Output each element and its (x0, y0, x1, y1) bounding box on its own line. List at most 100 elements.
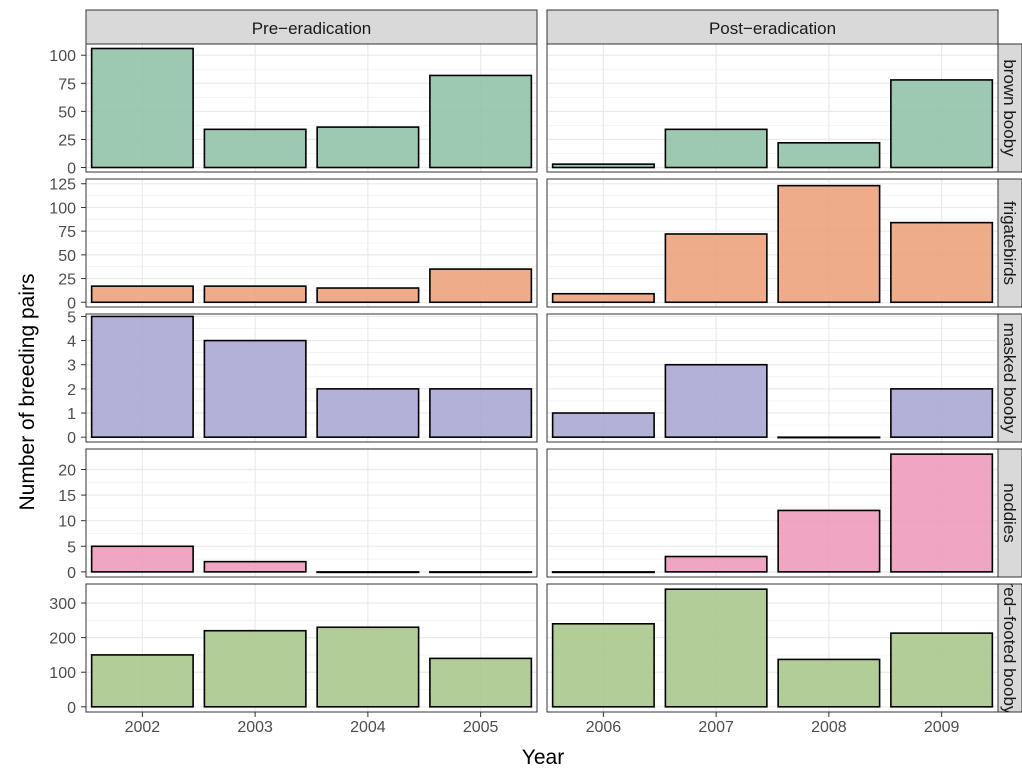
y-tick-label: 1 (67, 406, 76, 423)
facet-strip-label: Pre−eradication (252, 19, 372, 38)
y-tick-label: 100 (49, 200, 76, 217)
row-strip-label: brown booby (1000, 59, 1019, 157)
y-tick-label: 25 (58, 272, 76, 289)
panel-border (85, 583, 538, 713)
panel-border (546, 178, 999, 308)
bar-2003 (203, 285, 307, 304)
y-tick-label: 75 (58, 76, 76, 93)
bar-2009 (890, 221, 994, 304)
y-tick-label: 5 (67, 309, 76, 326)
panel-border (85, 313, 538, 443)
bar-2008 (777, 658, 881, 708)
y-tick-label: 0 (67, 295, 76, 312)
row-strip-label: frigatebirds (1000, 201, 1019, 285)
bar-2006 (551, 622, 655, 708)
bar-2003 (203, 339, 307, 438)
panel-4-1 (546, 583, 999, 713)
y-tick-label: 0 (67, 430, 76, 447)
panel-border (546, 448, 999, 578)
bar-2006 (551, 292, 655, 304)
bar-2005 (429, 657, 533, 708)
bar-2006 (551, 571, 655, 574)
y-tick-label: 2 (67, 382, 76, 399)
bar-2002 (90, 545, 194, 573)
panel-1-0 (85, 178, 538, 308)
bar-2002 (90, 315, 194, 438)
bar-2002 (90, 654, 194, 708)
row-strip-4: red−footed booby (997, 582, 1022, 715)
facet-strip-bg (85, 9, 538, 45)
panel-1-1 (546, 178, 999, 308)
panel-3-1 (546, 448, 999, 578)
panel-border (546, 43, 999, 173)
x-tick-label: 2004 (350, 719, 386, 736)
y-tick-label: 300 (49, 596, 76, 613)
bar-2006 (551, 163, 655, 169)
y-tick-label: 100 (49, 48, 76, 65)
x-tick-label: 2006 (586, 719, 622, 736)
row-strip-1: frigatebirds (997, 178, 1022, 308)
panel-2-0 (85, 313, 538, 443)
panel-4-0 (85, 583, 538, 713)
y-tick-label: 4 (67, 334, 76, 351)
facet-panels: Pre−eradication Post−eradication brown boo… (49, 9, 1022, 736)
bar-2009 (890, 388, 994, 438)
x-axis-title: Year (522, 746, 564, 769)
y-tick-label: 5 (67, 539, 76, 556)
bar-2005 (429, 74, 533, 169)
row-strip-label: noddies (1000, 483, 1019, 543)
y-tick-label: 0 (67, 700, 76, 717)
row-strip-label: masked booby (1000, 323, 1019, 434)
bar-2007 (664, 555, 768, 573)
bar-2005 (429, 571, 533, 574)
y-tick-label: 50 (58, 248, 76, 265)
y-tick-label: 0 (67, 161, 76, 178)
panel-border (546, 313, 999, 443)
bar-2003 (203, 629, 307, 708)
y-tick-label: 50 (58, 104, 76, 121)
panel-border (85, 43, 538, 173)
bar-2004 (316, 571, 420, 574)
bar-2002 (90, 285, 194, 304)
bar-2008 (777, 184, 881, 304)
panel-border (85, 448, 538, 578)
x-tick-label: 2003 (237, 719, 273, 736)
y-tick-label: 25 (58, 132, 76, 149)
bar-2008 (777, 142, 881, 169)
y-tick-label: 125 (49, 177, 76, 194)
row-strip-2: masked booby (997, 313, 1022, 443)
row-strip-label: red−footed booby (1000, 582, 1019, 715)
bar-2007 (664, 588, 768, 708)
panel-0-0 (85, 43, 538, 173)
bar-2003 (203, 560, 307, 573)
facet-strip-post: Post−eradication (546, 9, 999, 45)
bar-2002 (90, 47, 194, 169)
row-strip-0: brown booby (997, 43, 1022, 173)
y-tick-label: 10 (58, 514, 76, 531)
panel-border (546, 583, 999, 713)
x-tick-label: 2007 (698, 719, 734, 736)
bar-2009 (890, 453, 994, 573)
y-tick-label: 75 (58, 224, 76, 241)
bar-2004 (316, 388, 420, 438)
x-tick-label: 2002 (125, 719, 161, 736)
bar-2009 (890, 79, 994, 169)
bar-2009 (890, 632, 994, 708)
bar-2007 (664, 233, 768, 304)
panel-2-1 (546, 313, 999, 443)
panel-border (85, 178, 538, 308)
bar-2004 (316, 287, 420, 304)
y-tick-label: 3 (67, 358, 76, 375)
y-tick-label: 15 (58, 488, 76, 505)
bar-2004 (316, 626, 420, 708)
bar-2008 (777, 509, 881, 573)
y-tick-label: 200 (49, 631, 76, 648)
facet-strip-bg (546, 9, 999, 45)
bar-2008 (777, 436, 881, 439)
x-tick-label: 2005 (463, 719, 499, 736)
row-strip-bg (997, 178, 1022, 308)
bar-2006 (551, 412, 655, 438)
facet-strip-label: Post−eradication (709, 19, 836, 38)
bar-2004 (316, 126, 420, 169)
